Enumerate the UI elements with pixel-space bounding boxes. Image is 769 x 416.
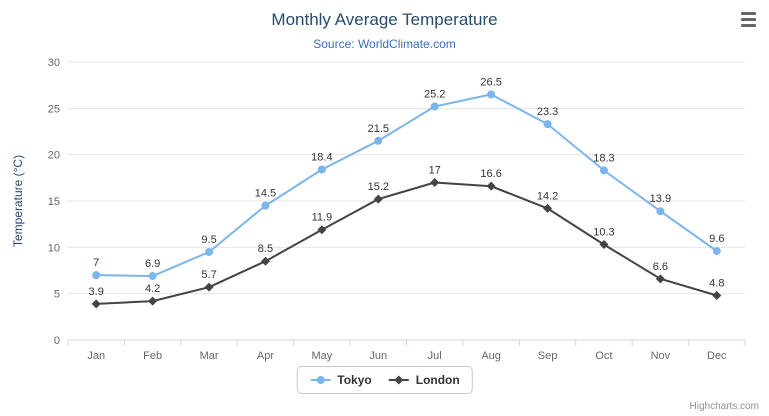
data-point[interactable] — [543, 120, 552, 129]
data-label: 9.6 — [709, 233, 724, 245]
data-label: 25.2 — [424, 88, 445, 100]
data-label: 21.5 — [368, 123, 389, 135]
x-axis-label: Nov — [651, 350, 671, 362]
y-gridlines — [68, 61, 745, 295]
legend-label-tokyo: Tokyo — [337, 373, 372, 387]
chart-menu-button[interactable] — [736, 12, 756, 27]
data-label: 17 — [429, 164, 441, 176]
data-point[interactable] — [148, 296, 158, 306]
y-axis-label: 15 — [48, 196, 60, 208]
data-point[interactable] — [317, 165, 326, 174]
data-label: 9.5 — [201, 234, 216, 246]
data-point[interactable] — [487, 90, 496, 99]
x-axis: Jan Feb Mar Apr May Jun Jul Aug Sep Oct Nov Dec — [67, 339, 746, 362]
y-axis-label: 5 — [54, 289, 60, 301]
data-label: 6.6 — [653, 261, 668, 273]
data-point[interactable] — [712, 247, 721, 256]
x-axis-label: Apr — [257, 350, 274, 362]
data-point[interactable] — [655, 274, 665, 284]
y-axis-label: 30 — [48, 57, 60, 69]
data-label: 3.9 — [89, 286, 104, 298]
y-axis-title: Temperature (°C) — [11, 155, 25, 247]
tokyo-legend-marker-icon — [310, 376, 331, 384]
data-label: 8.5 — [258, 243, 273, 255]
x-axis-label: Jul — [428, 350, 442, 362]
data-point[interactable] — [430, 102, 439, 111]
data-point[interactable] — [599, 166, 608, 175]
y-axis-label: 20 — [48, 150, 60, 162]
legend-item-tokyo[interactable]: Tokyo — [309, 373, 372, 387]
legend: Tokyo London — [296, 366, 473, 394]
x-axis-label: Feb — [143, 350, 162, 362]
y-axis-label: 0 — [54, 335, 60, 347]
x-axis-label: Sep — [538, 350, 558, 362]
data-label: 7 — [93, 257, 99, 269]
london-legend-marker-icon — [388, 375, 409, 385]
data-label: 11.9 — [312, 212, 333, 224]
credits-link[interactable]: Highcharts.com — [689, 401, 759, 412]
x-axis-label: Jun — [369, 350, 387, 362]
data-label: 16.6 — [480, 168, 501, 180]
y-axis-labels: 0 5 10 15 20 25 30 — [48, 57, 60, 347]
data-point[interactable] — [261, 201, 270, 210]
data-label: 15.2 — [368, 181, 389, 193]
data-label: 18.4 — [311, 151, 332, 163]
data-label: 4.2 — [145, 283, 160, 295]
x-axis-label: Mar — [200, 350, 219, 362]
data-label: 5.7 — [201, 269, 216, 281]
data-label: 26.5 — [480, 76, 501, 88]
data-point[interactable] — [91, 299, 101, 309]
series-line — [96, 93, 718, 278]
x-axis-label: Oct — [595, 350, 612, 362]
y-axis-label: 25 — [48, 103, 60, 115]
x-axis-label: May — [311, 350, 332, 362]
x-axis-label: Aug — [481, 350, 501, 362]
data-point[interactable] — [543, 203, 553, 213]
legend-label-london: London — [415, 373, 460, 387]
legend-item-london[interactable]: London — [388, 373, 460, 387]
data-point[interactable] — [260, 256, 270, 266]
chart-subtitle: Source: WorldClimate.com — [313, 37, 456, 51]
series-line — [96, 181, 718, 305]
data-label: 13.9 — [650, 193, 671, 205]
data-label: 10.3 — [593, 227, 614, 239]
data-label: 14.2 — [537, 190, 558, 202]
series-tokyo: 7 6.9 9.5 14.5 18.4 21.5 25.2 26.5 23.3 18.3 13.9 9… — [92, 76, 724, 281]
data-label: 6.9 — [145, 258, 160, 270]
data-point[interactable] — [317, 225, 327, 235]
data-point[interactable] — [599, 240, 609, 250]
series-london: 3.9 4.2 5.7 8.5 11.9 15.2 17 16.6 14.2 10.3 6.6 4.8 — [89, 164, 724, 309]
data-point[interactable] — [712, 291, 722, 301]
x-axis-label: Jan — [87, 350, 105, 362]
data-point[interactable] — [92, 271, 101, 280]
data-point[interactable] — [205, 247, 214, 256]
data-point[interactable] — [373, 194, 383, 204]
data-point[interactable] — [374, 136, 383, 145]
data-point[interactable] — [486, 181, 496, 191]
y-axis-label: 10 — [48, 242, 60, 254]
hamburger-icon — [741, 12, 756, 15]
chart-title: Monthly Average Temperature — [271, 10, 498, 29]
data-point[interactable] — [204, 282, 214, 292]
data-point[interactable] — [656, 207, 665, 216]
data-label: 18.3 — [593, 152, 614, 164]
data-label: 14.5 — [255, 188, 276, 200]
data-point[interactable] — [430, 177, 440, 187]
data-label: 4.8 — [709, 278, 724, 290]
x-axis-label: Dec — [707, 350, 727, 362]
data-label: 23.3 — [537, 106, 558, 118]
data-point[interactable] — [148, 272, 157, 281]
